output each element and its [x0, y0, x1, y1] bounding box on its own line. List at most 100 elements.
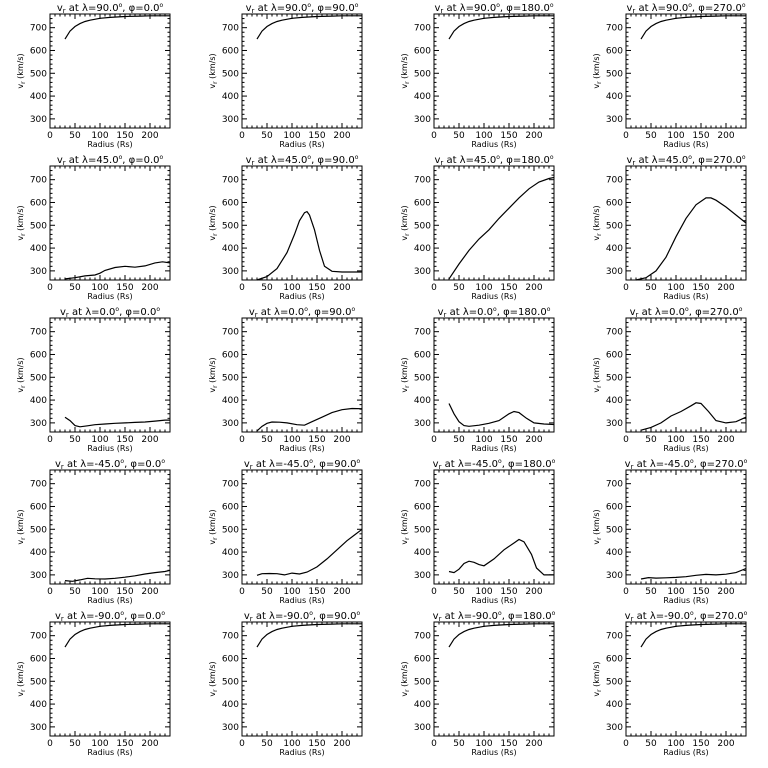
x-tick-label: 50: [645, 435, 657, 445]
y-tick-label: 600: [222, 502, 239, 512]
y-tick-label: 700: [414, 632, 431, 642]
series-line-0: [64, 416, 170, 428]
y-axis-label: vr (km/s): [592, 357, 603, 392]
x-tick-label: 100: [667, 739, 684, 749]
x-tick-label: 100: [475, 739, 492, 749]
y-tick-label: 600: [606, 654, 623, 664]
series-line-0: [256, 528, 363, 576]
plot-frame: [49, 317, 171, 433]
chart-title: vr at λ=0.0o, φ=0.0o: [60, 306, 160, 319]
y-tick-label: 300: [414, 267, 431, 277]
chart-title: vr at λ=90.0o, φ=0.0o: [57, 2, 164, 15]
chart-panel-9: vr at λ=0.0o, φ=90.0o 0 50 100 150 200 300 400 5…: [208, 306, 363, 453]
chart-panel-15: vr at λ=-45.0o, φ=270.0o 0 50 100 150 200 300 4…: [592, 458, 748, 605]
y-tick-label: 300: [222, 419, 239, 429]
y-tick-label: 700: [414, 24, 431, 34]
x-axis-label: Radius (Rs): [471, 748, 516, 757]
x-axis-label: Radius (Rs): [663, 292, 708, 301]
y-tick-label: 400: [222, 548, 239, 558]
x-tick-label: 200: [717, 739, 734, 749]
chart-panel-2: vr at λ=90.0o, φ=180.0o 0 50 100 150 200 300 40…: [400, 2, 555, 149]
y-tick-label: 700: [30, 632, 47, 642]
x-axis-label: Radius (Rs): [279, 140, 324, 149]
y-tick-label: 400: [30, 244, 47, 254]
y-tick-label: 600: [414, 46, 431, 56]
x-tick-label: 100: [91, 587, 108, 597]
y-tick-label: 400: [414, 548, 431, 558]
y-axis-label: vr (km/s): [400, 357, 411, 392]
x-tick-label: 200: [525, 587, 542, 597]
chart-panel-19: vr at λ=-90.0o, φ=270.0o 0 50 100 150 200 300 4…: [592, 610, 748, 757]
chart-title: vr at λ=45.0o, φ=90.0o: [246, 154, 359, 167]
series-line-0: [64, 261, 171, 280]
chart-title: vr at λ=0.0o, φ=90.0o: [249, 306, 356, 319]
chart-title: vr at λ=-45.0o, φ=270.0o: [625, 458, 748, 471]
y-tick-label: 600: [606, 502, 623, 512]
x-tick-label: 50: [69, 435, 81, 445]
chart-title: vr at λ=0.0o, φ=270.0o: [630, 306, 743, 319]
plot-frame: [241, 469, 363, 585]
series-line-0: [635, 197, 747, 281]
y-tick-label: 500: [606, 69, 623, 79]
y-axis-label: vr (km/s): [592, 53, 603, 88]
y-tick-label: 700: [222, 632, 239, 642]
chart-title: vr at λ=-45.0o, φ=0.0o: [55, 458, 165, 471]
y-tick-label: 300: [222, 723, 239, 733]
x-tick-label: 50: [261, 131, 273, 141]
x-tick-label: 150: [116, 283, 133, 293]
y-tick-label: 700: [30, 24, 47, 34]
x-tick-label: 0: [47, 283, 53, 293]
series-line-0: [448, 403, 555, 427]
y-tick-label: 400: [222, 700, 239, 710]
y-tick-label: 600: [30, 502, 47, 512]
x-tick-label: 0: [47, 435, 53, 445]
y-axis-label: vr (km/s): [400, 509, 411, 544]
y-axis-label: vr (km/s): [16, 509, 27, 544]
x-tick-label: 0: [431, 435, 437, 445]
y-tick-label: 700: [414, 480, 431, 490]
y-tick-label: 600: [414, 654, 431, 664]
y-tick-label: 300: [414, 571, 431, 581]
x-tick-label: 100: [667, 587, 684, 597]
x-tick-label: 150: [500, 131, 517, 141]
x-tick-label: 150: [500, 739, 517, 749]
y-tick-label: 700: [222, 24, 239, 34]
x-tick-label: 200: [717, 283, 734, 293]
x-tick-label: 50: [453, 283, 465, 293]
y-axis-label: vr (km/s): [16, 357, 27, 392]
x-axis-label: Radius (Rs): [279, 748, 324, 757]
chart-panel-16: vr at λ=-90.0o, φ=0.0o 0 50 100 150 200 300 400…: [16, 610, 171, 757]
x-tick-label: 100: [667, 283, 684, 293]
chart-panel-0: vr at λ=90.0o, φ=0.0o 0 50 100 150 200 300 400 5…: [16, 2, 171, 149]
chart-panel-12: vr at λ=-45.0o, φ=0.0o 0 50 100 150 200 300 400…: [16, 458, 171, 605]
x-tick-label: 150: [692, 131, 709, 141]
x-tick-label: 100: [283, 283, 300, 293]
y-tick-label: 500: [30, 69, 47, 79]
x-tick-label: 50: [261, 435, 273, 445]
plot-frame: [625, 13, 747, 129]
x-tick-label: 150: [692, 587, 709, 597]
y-axis-label: vr (km/s): [16, 53, 27, 88]
series-line-0: [256, 15, 362, 40]
chart-panel-11: vr at λ=0.0o, φ=270.0o 0 50 100 150 200 300 400…: [592, 306, 747, 453]
plot-frame: [49, 469, 171, 585]
chart-panel-17: vr at λ=-90.0o, φ=90.0o 0 50 100 150 200 300 40…: [208, 610, 363, 757]
y-tick-label: 600: [30, 46, 47, 56]
x-tick-label: 0: [47, 587, 53, 597]
x-axis-label: Radius (Rs): [87, 140, 132, 149]
y-tick-label: 500: [606, 677, 623, 687]
y-tick-label: 400: [606, 548, 623, 558]
x-tick-label: 200: [333, 587, 350, 597]
chart-panel-10: vr at λ=0.0o, φ=180.0o 0 50 100 150 200 300 400…: [400, 306, 555, 453]
y-tick-label: 400: [414, 244, 431, 254]
x-tick-label: 150: [500, 587, 517, 597]
plot-frame: [433, 317, 555, 433]
plot-frame: [241, 621, 363, 737]
y-tick-label: 700: [606, 176, 623, 186]
plot-frame: [49, 13, 171, 129]
x-tick-label: 200: [141, 587, 158, 597]
y-tick-label: 400: [606, 396, 623, 406]
x-tick-label: 150: [692, 739, 709, 749]
x-tick-label: 50: [453, 587, 465, 597]
y-tick-label: 500: [222, 221, 239, 231]
